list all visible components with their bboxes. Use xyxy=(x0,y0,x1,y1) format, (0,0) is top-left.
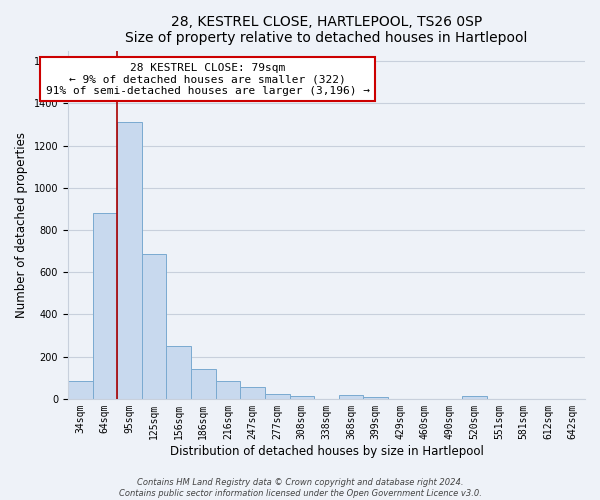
Title: 28, KESTREL CLOSE, HARTLEPOOL, TS26 0SP
Size of property relative to detached ho: 28, KESTREL CLOSE, HARTLEPOOL, TS26 0SP … xyxy=(125,15,527,45)
Bar xyxy=(142,254,166,399)
Bar xyxy=(68,381,92,399)
Bar xyxy=(240,387,265,399)
Text: 28 KESTREL CLOSE: 79sqm
← 9% of detached houses are smaller (322)
91% of semi-de: 28 KESTREL CLOSE: 79sqm ← 9% of detached… xyxy=(46,62,370,96)
Bar xyxy=(265,394,290,399)
X-axis label: Distribution of detached houses by size in Hartlepool: Distribution of detached houses by size … xyxy=(170,444,484,458)
Y-axis label: Number of detached properties: Number of detached properties xyxy=(15,132,28,318)
Bar xyxy=(364,396,388,399)
Bar xyxy=(462,396,487,399)
Bar xyxy=(290,396,314,399)
Bar xyxy=(117,122,142,399)
Bar xyxy=(166,346,191,399)
Bar xyxy=(215,381,240,399)
Text: Contains HM Land Registry data © Crown copyright and database right 2024.
Contai: Contains HM Land Registry data © Crown c… xyxy=(119,478,481,498)
Bar xyxy=(339,394,364,399)
Bar xyxy=(92,213,117,399)
Bar xyxy=(191,370,215,399)
